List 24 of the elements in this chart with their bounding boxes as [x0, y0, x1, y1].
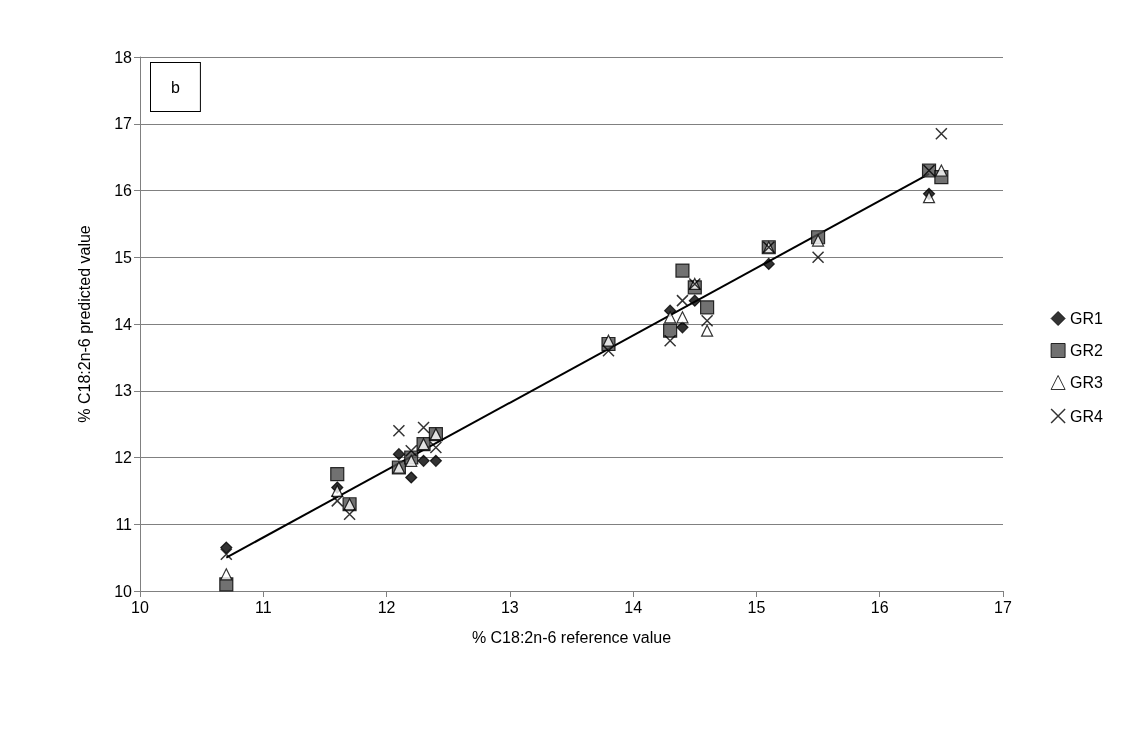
y-tick-label: 14: [114, 315, 133, 333]
y-tick-label: 11: [115, 515, 133, 533]
legend-label: GR4: [1070, 407, 1104, 425]
y-axis-title: % C18:2n-6 predicted value: [75, 225, 93, 423]
x-tick-label: 12: [377, 598, 396, 616]
legend-label: GR1: [1070, 310, 1104, 327]
x-tick-label: 11: [254, 598, 272, 616]
y-tick-label: 12: [114, 449, 133, 466]
annotation: b: [171, 78, 180, 96]
y-tick-label: 15: [114, 248, 133, 266]
y-tick-label: 17: [114, 115, 133, 133]
y-tick-label: 10: [114, 582, 133, 600]
x-tick-label: 15: [747, 598, 766, 616]
x-tick-label: 10: [131, 598, 149, 616]
x-tick-label: 13: [500, 598, 519, 616]
legend-label: GR3: [1070, 374, 1104, 391]
x-tick-label: 17: [994, 598, 1012, 616]
y-tick-label: 16: [114, 182, 133, 199]
y-tick-label: 13: [114, 382, 133, 400]
x-tick-label: 16: [870, 598, 889, 616]
y-tick-label: 18: [114, 48, 133, 66]
legend-label: GR2: [1070, 342, 1104, 359]
x-tick-label: 14: [624, 598, 643, 616]
x-axis-title: % C18:2n-6 reference value: [471, 628, 672, 646]
